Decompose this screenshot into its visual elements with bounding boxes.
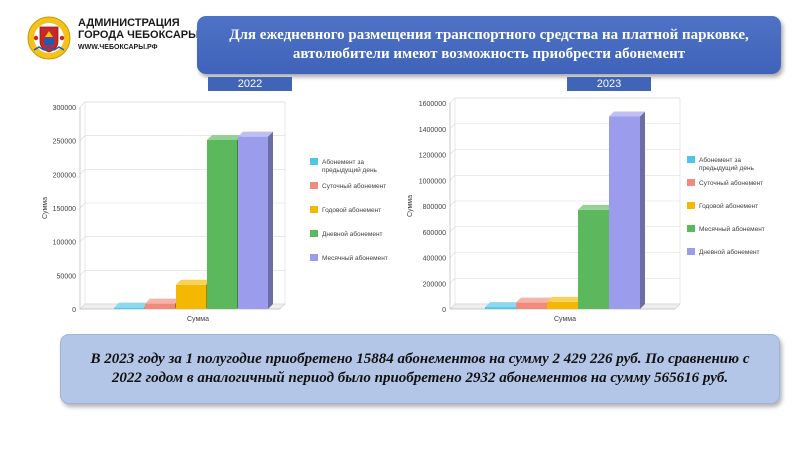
bar-3 (547, 296, 583, 309)
legend-label: предыдущий день (699, 164, 755, 172)
legend-label: Дневной абонемент (699, 248, 760, 256)
y-tick-label: 0 (442, 307, 446, 314)
bar-chart-2023-svg: 0 200000 400000 600000 800000 1000000 1200000 1… (407, 97, 765, 323)
bar-1 (485, 302, 521, 309)
legend-swatch (310, 206, 318, 213)
bar-5 (238, 131, 273, 309)
y-tick-label: 200000 (53, 172, 76, 179)
legend-label: Месячный абонемент (322, 254, 388, 262)
y-tick-label: 50000 (57, 273, 77, 280)
bar-4 (207, 134, 242, 309)
legend-swatch (310, 158, 318, 165)
bar-3 (176, 279, 211, 309)
y-tick-label: 1000000 (419, 178, 446, 185)
legend-swatch (310, 254, 318, 261)
y-axis-label: Сумма (42, 197, 49, 219)
bar-chart-2022: 0 50000 100000 150000 200000 250000 300000 Сумм… (30, 95, 410, 330)
bar-4 (578, 204, 614, 309)
y-tick-label: 600000 (423, 230, 446, 237)
y-tick-label: 1400000 (419, 127, 446, 134)
y-tick-label: 1200000 (419, 153, 446, 160)
y-tick-label: 100000 (53, 240, 76, 247)
legend-swatch (687, 248, 695, 255)
header-banner: Для ежедневного размещения транспортного… (197, 16, 781, 74)
y-tick-label: 1600000 (419, 101, 446, 108)
y-tick-label: 300000 (53, 105, 76, 112)
legend-label: Месячный абонемент (699, 225, 765, 233)
x-category-label: Сумма (187, 316, 209, 323)
y-tick-label: 200000 (423, 281, 446, 288)
legend-label: Суточный абонемент (322, 182, 386, 190)
bar-1 (114, 302, 149, 309)
coat-of-arms-icon (27, 16, 71, 60)
y-tick-label: 400000 (423, 256, 446, 263)
site-url: WWW.ЧЕБОКСАРЫ.РФ (78, 44, 158, 51)
legend-swatch (687, 156, 695, 163)
year-label-2023: 2023 (567, 77, 651, 91)
org-name-line-2: ГОРОДА ЧЕБОКСАРЫ (78, 29, 199, 41)
year-label-2022: 2022 (208, 77, 292, 91)
legend-swatch (687, 225, 695, 232)
bar-2 (145, 298, 180, 309)
legend-swatch (687, 202, 695, 209)
x-category-label: Сумма (554, 316, 576, 323)
legend-label: предыдущий день (322, 166, 378, 174)
bar-chart-2023: 0 200000 400000 600000 800000 1000000 1200000 1… (395, 95, 785, 330)
legend-label: Абонемент за (322, 158, 364, 166)
y-tick-label: 0 (72, 307, 76, 314)
y-axis-label: Сумма (407, 195, 414, 217)
summary-box: В 2023 году за 1 полугодие приобретено 1… (60, 334, 780, 404)
bar-2 (516, 297, 552, 309)
legend-label: Суточный абонемент (699, 179, 763, 187)
org-name: АДМИНИСТРАЦИЯ ГОРОДА ЧЕБОКСАРЫ (78, 17, 199, 41)
org-name-line-1: АДМИНИСТРАЦИЯ (78, 17, 180, 29)
legend-swatch (310, 182, 318, 189)
legend-swatch (310, 230, 318, 237)
legend-swatch (687, 179, 695, 186)
y-tick-label: 250000 (53, 139, 76, 146)
legend-label: Абонемент за (699, 156, 741, 164)
bar-chart-2022-svg: 0 50000 100000 150000 200000 250000 300000 Сумм… (42, 101, 388, 323)
y-tick-label: 800000 (423, 204, 446, 211)
y-tick-label: 150000 (53, 206, 76, 213)
city-logo: АДМИНИСТРАЦИЯ ГОРОДА ЧЕБОКСАРЫ WWW.ЧЕБОК… (26, 14, 199, 64)
legend-label: Дневной абонемент (322, 230, 383, 238)
bar-5 (609, 111, 645, 309)
legend-label: Годовой абонемент (322, 206, 381, 214)
legend-label: Годовой абонемент (699, 202, 758, 210)
